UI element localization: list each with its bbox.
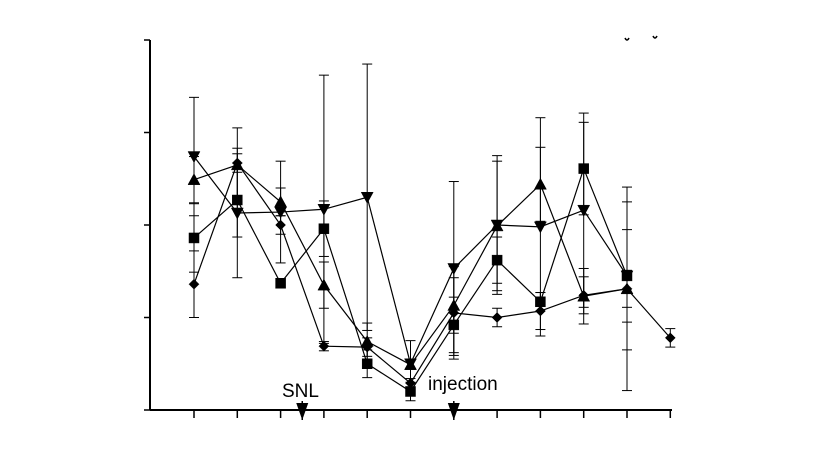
data-point-triangle-down [620,270,634,283]
data-point-triangle-up [360,335,374,347]
data-point-square [535,296,546,308]
data-point-triangle-down [230,207,244,220]
data-point-diamond [535,305,546,317]
data-point-triangle-up [577,289,591,302]
data-point-square [405,386,416,397]
data-point-triangle-down [274,206,288,219]
error-bars [189,63,676,402]
data-point-triangle-down [404,358,417,371]
data-point-square [491,254,503,266]
data-point-triangle-down [577,204,591,217]
data-point-diamond [664,332,676,344]
injection-arrow-icon [447,403,460,420]
data-point-triangle-up [533,177,547,190]
data-point-diamond [491,312,503,323]
data-point-square [188,232,200,244]
data-point-triangle-down [187,151,201,164]
data-point-square [578,163,589,174]
data-point-diamond [275,219,286,231]
data-point-square [448,319,460,331]
data-point-triangle-up [620,282,634,295]
series-lines [193,156,671,393]
data-point-diamond [188,278,200,290]
data-point-triangle-up [187,173,201,185]
injection-annotation-label: injection [428,374,498,395]
data-point-triangle-up [230,158,244,171]
data-point-triangle-up [447,298,461,311]
data-point-triangle-down [447,263,461,275]
snl-arrow-icon [296,403,309,420]
series-line-diamond [193,161,671,385]
cropped-legend-fragment [624,35,658,41]
snl-annotation-label: SNL [282,381,319,402]
data-point-triangle-down [360,192,374,204]
series-line-triangle-down [193,156,628,366]
data-markers [187,151,676,397]
data-point-square [275,278,286,289]
data-point-square [232,194,243,206]
annotations: SNL injection [282,374,498,420]
data-point-diamond [318,340,330,352]
data-point-square [361,358,373,369]
data-point-triangle-down [533,221,547,234]
data-point-square [318,223,330,234]
data-point-triangle-down [317,204,331,216]
data-point-triangle-down [490,219,504,232]
data-point-triangle-up [317,278,331,291]
